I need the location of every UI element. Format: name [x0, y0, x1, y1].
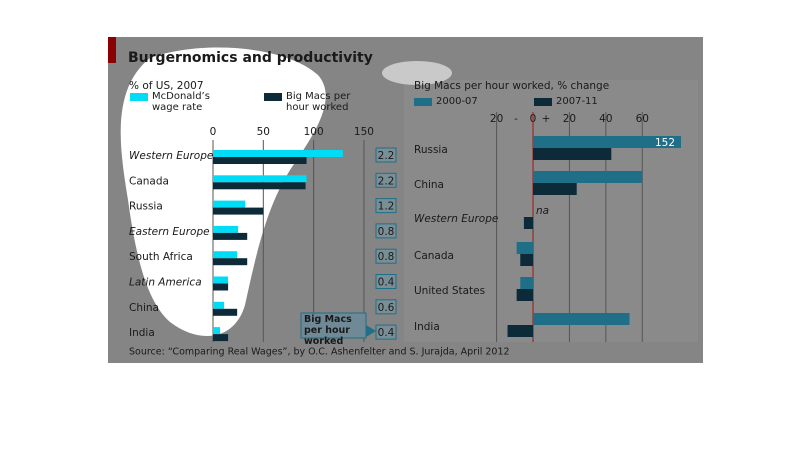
category-label: India: [414, 321, 440, 333]
legend-swatch: [130, 93, 148, 101]
legend-label: 2007-11: [556, 96, 598, 107]
category-label: Russia: [129, 201, 163, 213]
bar: [213, 175, 307, 183]
category-label: Western Europe: [129, 150, 213, 162]
ratio-value: 0.4: [378, 327, 395, 339]
legend-swatch: [264, 93, 282, 101]
category-label: Canada: [414, 250, 454, 262]
value-label: 152: [655, 137, 675, 149]
bar: [523, 217, 534, 229]
category-label: Eastern Europe: [129, 226, 210, 238]
bar: [213, 182, 306, 190]
bar: [213, 200, 246, 208]
category-label: United States: [414, 285, 485, 297]
bar: [213, 207, 264, 215]
bar: [533, 148, 612, 160]
bar: [516, 242, 534, 254]
bar: [533, 183, 577, 195]
bar: [213, 283, 229, 291]
ratio-value: 0.4: [378, 277, 395, 289]
ratio-value: 2.2: [378, 175, 395, 187]
chart-title: Burgernomics and productivity: [128, 50, 373, 66]
legend-label: 2000-07: [436, 96, 478, 107]
bar: [507, 325, 534, 337]
source: Source: “Comparing Real Wages”, by O.C. …: [129, 347, 510, 358]
x-tick-label: 150: [354, 126, 374, 138]
ratio-box: [375, 248, 397, 264]
ratio-arrow: [366, 325, 376, 337]
highlight-blob: [120, 47, 326, 337]
ratio-value: 2.2: [378, 150, 395, 162]
ratio-box: [375, 147, 397, 163]
bar: [213, 258, 248, 266]
bar: [213, 150, 343, 157]
x-tick-label: 0: [210, 126, 217, 138]
x-tick-label: 50: [257, 126, 270, 138]
bar: [213, 157, 307, 164]
ratio-value: 0.8: [378, 251, 395, 263]
category-label: China: [129, 302, 159, 314]
ratio-box: [375, 324, 397, 340]
ratio-box: [375, 198, 397, 214]
ratio-note-box: [300, 312, 367, 339]
ratio-value: 1.2: [378, 201, 395, 213]
bar: [213, 225, 239, 233]
ratio-value: 0.6: [378, 302, 395, 314]
category-label: Canada: [129, 175, 169, 187]
bar: [213, 251, 238, 259]
red-tag: [108, 37, 116, 63]
category-label: South Africa: [129, 251, 193, 263]
bar: [520, 254, 534, 266]
bar: [213, 301, 225, 309]
highlight-oval: [382, 61, 452, 85]
legend-swatch: [534, 98, 552, 106]
legend-label: Big Macs per hour worked: [286, 91, 351, 113]
value-label-bg: [651, 136, 681, 148]
legend-swatch: [414, 98, 432, 106]
bar: [213, 276, 229, 284]
category-label: China: [414, 179, 444, 191]
ratio-box: [375, 274, 397, 289]
bar: [213, 334, 229, 342]
category-label: Latin America: [129, 277, 202, 289]
right-panel: [404, 80, 698, 342]
bar: [533, 136, 655, 148]
legend-label: McDonald’s wage rate: [152, 91, 210, 113]
ratio-value: 0.8: [378, 226, 395, 238]
axis-sign: +: [542, 113, 551, 125]
x-tick-label: 100: [304, 126, 324, 138]
axis-sign: -: [514, 113, 518, 125]
category-label: India: [129, 327, 155, 339]
ratio-box: [375, 223, 397, 239]
bar: [516, 289, 534, 301]
bar: [520, 277, 534, 289]
subtitle: % of US, 2007: [129, 80, 204, 92]
bar: [533, 171, 643, 183]
ratio-box: [375, 299, 397, 315]
subtitle: Big Macs per hour worked, % change: [414, 80, 609, 92]
bar: [213, 327, 221, 335]
bar: [213, 232, 248, 240]
ratio-box: [375, 172, 397, 188]
value-label: na: [536, 205, 549, 217]
category-label: Russia: [414, 144, 448, 156]
ratio-note: Big Macs per hour worked: [304, 314, 352, 347]
bar: [213, 308, 238, 316]
bar: [533, 313, 630, 325]
category-label: Western Europe: [414, 213, 498, 225]
